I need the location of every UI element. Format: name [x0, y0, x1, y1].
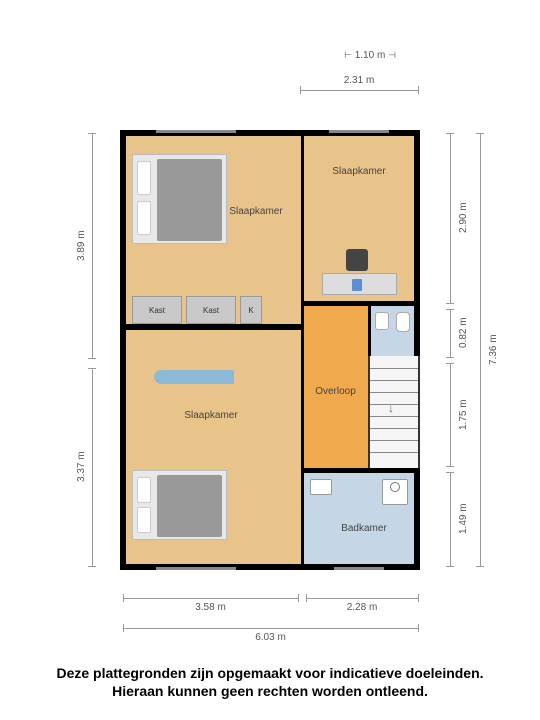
staircase: ↓ — [368, 356, 420, 473]
closet-label: Kast — [149, 306, 165, 315]
pillow-icon — [137, 507, 151, 533]
pillow-icon — [137, 201, 151, 235]
tick — [418, 86, 419, 94]
dim-left-upper: 3.89 m — [76, 133, 87, 358]
window-icon — [156, 130, 236, 133]
tick — [446, 357, 454, 358]
closet-1: Kast — [132, 296, 182, 324]
tick — [123, 594, 124, 602]
dim-bottom-full: 6.03 m — [123, 632, 418, 643]
bed-icon — [132, 470, 227, 540]
dim-line-bottom-l — [123, 598, 298, 599]
disclaimer-line-1: Deze plattegronden zijn opgemaakt voor i… — [0, 664, 540, 682]
tick — [446, 133, 454, 134]
closet-label: K — [248, 306, 253, 315]
window-icon — [334, 567, 384, 570]
sink-icon — [310, 479, 332, 495]
bed-icon — [132, 154, 227, 244]
stair-arrow-icon: ↓ — [388, 401, 394, 415]
tick — [418, 594, 419, 602]
dim-right-r2: 0.82 m — [458, 309, 469, 357]
window-icon — [329, 130, 389, 133]
dim-bottom-r: 2.28 m — [306, 602, 418, 613]
closet-label: Kast — [203, 306, 219, 315]
room-bedroom-3: Slaapkamer — [301, 130, 420, 306]
dim-line-right-seg — [450, 363, 451, 466]
room-bathroom: Badkamer — [301, 468, 420, 570]
room-label-bedroom-1: Slaapkamer — [221, 206, 291, 217]
tick — [476, 133, 484, 134]
tick — [123, 624, 124, 632]
dim-right-r3: 1.75 m — [458, 363, 469, 466]
closet-2: Kast — [186, 296, 236, 324]
tick — [300, 86, 301, 94]
room-label-bathroom: Badkamer — [334, 523, 394, 534]
monitor-icon — [352, 279, 362, 291]
tick — [446, 566, 454, 567]
dim-line-right-full — [480, 133, 481, 566]
room-label-bedroom-3: Slaapkamer — [324, 166, 394, 177]
dim-line-top-mid — [300, 90, 418, 91]
tick — [418, 624, 419, 632]
floor-container: Slaapkamer Kast Kast K Slaapkamer — [120, 130, 420, 570]
tick — [446, 303, 454, 304]
dim-top-small: ⊢ 1.10 m ⊣ — [335, 50, 405, 61]
tick — [446, 472, 454, 473]
dim-line-left-lower — [92, 368, 93, 566]
dim-bottom-l: 3.58 m — [123, 602, 298, 613]
ironing-board-icon — [154, 370, 234, 384]
tick — [88, 368, 96, 369]
closet-3: K — [240, 296, 262, 324]
toilet-icon — [396, 312, 410, 332]
room-hallway: Overloop — [301, 301, 371, 473]
room-label-bedroom-2: Slaapkamer — [176, 410, 246, 421]
tick — [476, 566, 484, 567]
tick — [446, 309, 454, 310]
chair-icon — [346, 249, 368, 271]
dim-line-right-seg — [450, 133, 451, 303]
dim-top-mid: 2.31 m — [300, 75, 418, 86]
dim-line-right-seg — [450, 472, 451, 566]
sink-icon — [375, 312, 389, 330]
room-bedroom-1: Slaapkamer Kast Kast K — [120, 130, 304, 330]
tick — [88, 133, 96, 134]
pillow-icon — [137, 161, 151, 195]
tick — [306, 594, 307, 602]
floorplan-canvas: ⊢ 1.10 m ⊣ 2.31 m 3.89 m 3.37 m 7.36 m 2… — [0, 0, 540, 720]
window-icon — [156, 567, 236, 570]
dim-line-bottom-full — [123, 628, 418, 629]
room-label-hallway: Overloop — [308, 386, 363, 397]
dim-right-r4: 1.49 m — [458, 472, 469, 566]
tick — [88, 358, 96, 359]
pillow-icon — [137, 477, 151, 503]
dim-line-right-seg — [450, 309, 451, 357]
tick — [446, 466, 454, 467]
dim-left-lower: 3.37 m — [76, 368, 87, 566]
tick — [88, 566, 96, 567]
dim-right-full: 7.36 m — [488, 133, 499, 566]
dim-line-left-upper — [92, 133, 93, 358]
tick — [446, 363, 454, 364]
shower-drain-icon — [390, 482, 400, 492]
duvet-icon — [157, 475, 222, 537]
dim-right-r1: 2.90 m — [458, 133, 469, 303]
room-bedroom-2: Slaapkamer — [120, 327, 304, 570]
disclaimer-line-2: Hieraan kunnen geen rechten worden ontle… — [0, 682, 540, 700]
duvet-icon — [157, 159, 222, 241]
dim-line-bottom-r — [306, 598, 418, 599]
disclaimer-text: Deze plattegronden zijn opgemaakt voor i… — [0, 664, 540, 700]
room-wc — [368, 301, 420, 359]
tick — [298, 594, 299, 602]
